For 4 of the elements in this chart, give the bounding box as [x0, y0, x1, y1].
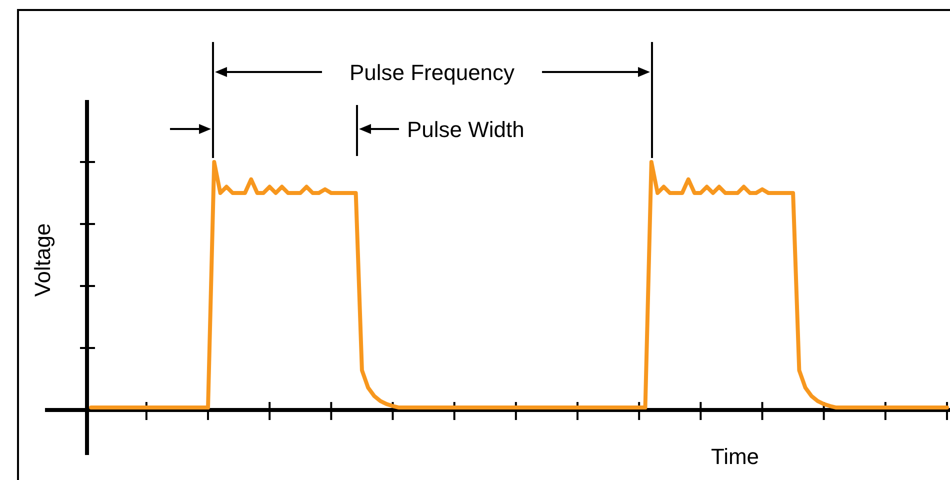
- x-axis-title: Time: [710, 444, 760, 469]
- text: Pulse Width: [407, 117, 524, 142]
- text: Pulse Frequency: [349, 60, 515, 85]
- y-axis-title: Voltage: [30, 223, 55, 297]
